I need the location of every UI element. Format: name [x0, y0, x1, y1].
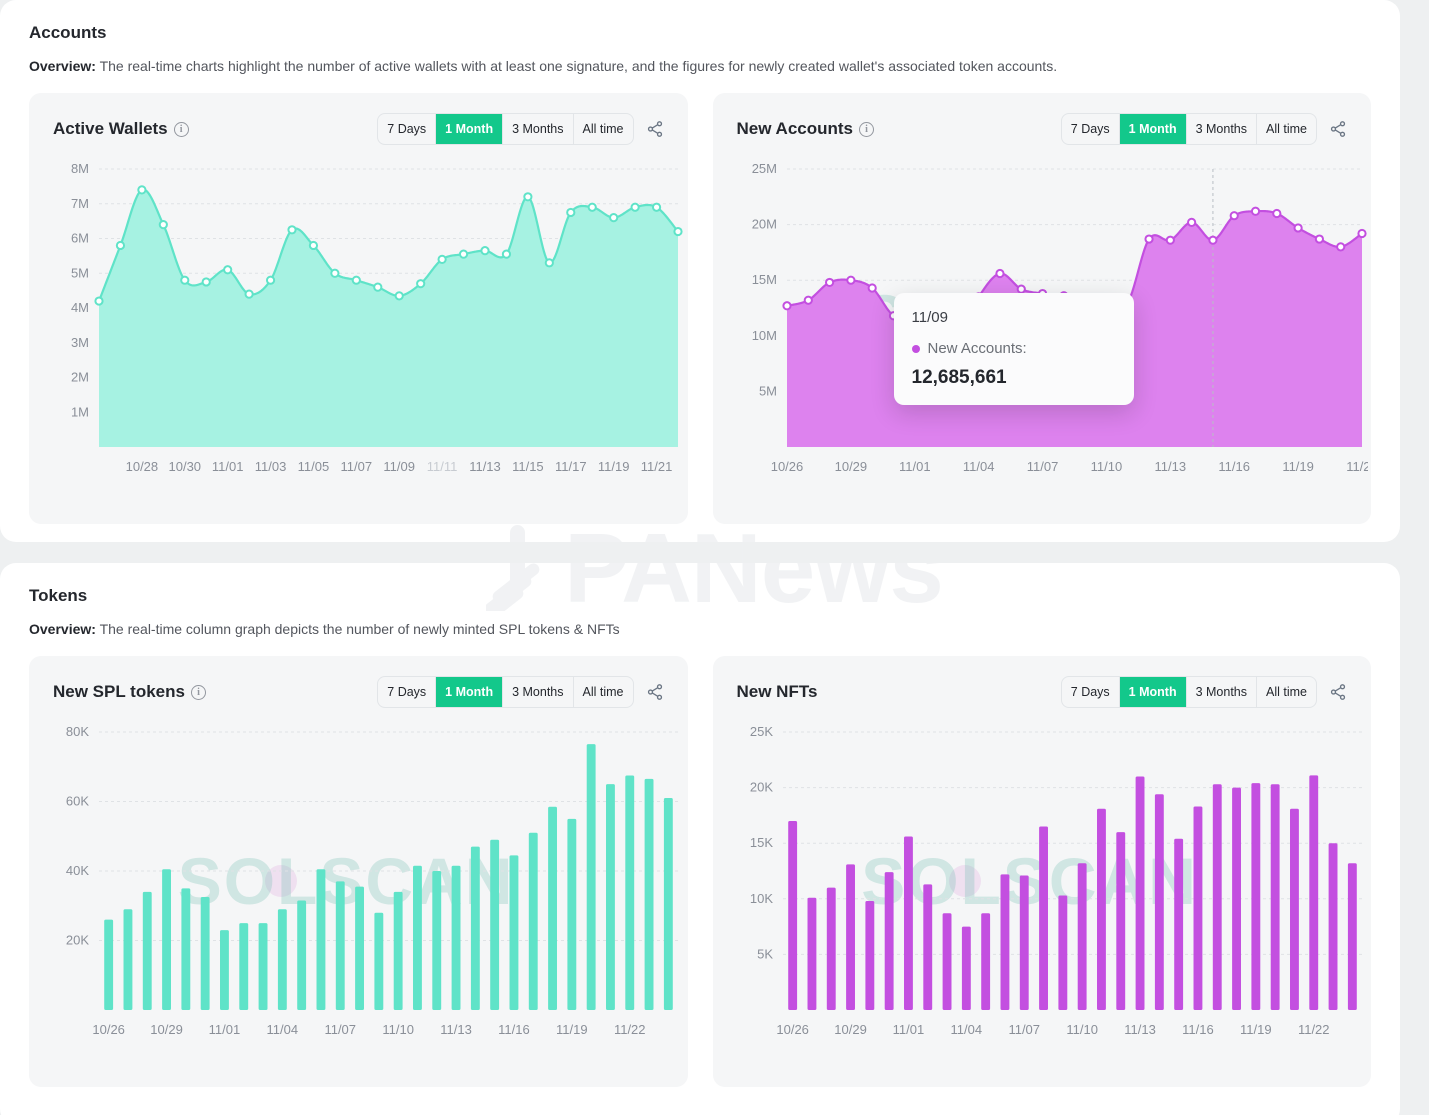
svg-text:11/07: 11/07 [341, 459, 373, 474]
svg-text:11/10: 11/10 [382, 1022, 414, 1037]
svg-text:25K: 25K [749, 724, 772, 739]
svg-text:4M: 4M [71, 300, 89, 315]
svg-text:11/22: 11/22 [1297, 1022, 1329, 1037]
svg-text:11/13: 11/13 [440, 1022, 472, 1037]
svg-text:8M: 8M [71, 161, 89, 176]
svg-text:60K: 60K [66, 794, 89, 809]
svg-text:1M: 1M [71, 405, 89, 420]
svg-text:80K: 80K [66, 724, 89, 739]
svg-text:11/13: 11/13 [469, 459, 501, 474]
svg-text:11/15: 11/15 [512, 459, 544, 474]
svg-text:11/11: 11/11 [427, 459, 458, 474]
svg-text:5M: 5M [758, 384, 776, 399]
svg-text:11/19: 11/19 [556, 1022, 588, 1037]
svg-text:10M: 10M [751, 328, 776, 343]
svg-text:20M: 20M [751, 217, 776, 232]
svg-text:11/22: 11/22 [1346, 459, 1368, 474]
svg-text:11/01: 11/01 [212, 459, 244, 474]
svg-text:11/10: 11/10 [1090, 459, 1122, 474]
svg-text:10/29: 10/29 [834, 459, 867, 474]
svg-text:11/09: 11/09 [383, 459, 415, 474]
svg-text:11/04: 11/04 [962, 459, 994, 474]
svg-text:11/13: 11/13 [1124, 1022, 1156, 1037]
svg-text:5K: 5K [757, 947, 773, 962]
svg-text:11/16: 11/16 [1182, 1022, 1214, 1037]
svg-text:25M: 25M [751, 161, 776, 176]
svg-text:10/30: 10/30 [169, 459, 202, 474]
svg-text:11/01: 11/01 [898, 459, 930, 474]
svg-text:11/07: 11/07 [1026, 459, 1058, 474]
svg-text:11/01: 11/01 [892, 1022, 924, 1037]
svg-text:10/26: 10/26 [92, 1022, 125, 1037]
svg-text:11/03: 11/03 [255, 459, 287, 474]
svg-text:7M: 7M [71, 196, 89, 211]
svg-text:11/07: 11/07 [324, 1022, 356, 1037]
svg-text:11/04: 11/04 [267, 1022, 299, 1037]
svg-text:20K: 20K [66, 933, 89, 948]
svg-text:10/29: 10/29 [150, 1022, 183, 1037]
svg-text:5M: 5M [71, 266, 89, 281]
svg-text:40K: 40K [66, 863, 89, 878]
svg-text:11/07: 11/07 [1008, 1022, 1040, 1037]
svg-text:2M: 2M [71, 370, 89, 385]
svg-text:11/19: 11/19 [1240, 1022, 1272, 1037]
svg-text:11/22: 11/22 [614, 1022, 646, 1037]
svg-text:6M: 6M [71, 231, 89, 246]
svg-text:10/29: 10/29 [834, 1022, 867, 1037]
svg-text:10/26: 10/26 [770, 459, 803, 474]
svg-text:11/16: 11/16 [1218, 459, 1250, 474]
svg-text:15M: 15M [751, 272, 776, 287]
svg-text:11/17: 11/17 [555, 459, 587, 474]
svg-text:11/13: 11/13 [1154, 459, 1186, 474]
svg-text:3M: 3M [71, 335, 89, 350]
svg-text:11/10: 11/10 [1066, 1022, 1098, 1037]
svg-text:10/28: 10/28 [126, 459, 159, 474]
svg-text:10K: 10K [749, 891, 772, 906]
svg-text:11/21: 11/21 [641, 459, 673, 474]
svg-text:11/19: 11/19 [1282, 459, 1314, 474]
svg-text:11/19: 11/19 [598, 459, 630, 474]
svg-text:11/04: 11/04 [950, 1022, 982, 1037]
svg-text:20K: 20K [749, 780, 772, 795]
svg-text:10/26: 10/26 [776, 1022, 809, 1037]
svg-text:11/16: 11/16 [498, 1022, 530, 1037]
svg-text:11/01: 11/01 [209, 1022, 241, 1037]
svg-text:15K: 15K [749, 835, 772, 850]
svg-text:11/05: 11/05 [298, 459, 330, 474]
